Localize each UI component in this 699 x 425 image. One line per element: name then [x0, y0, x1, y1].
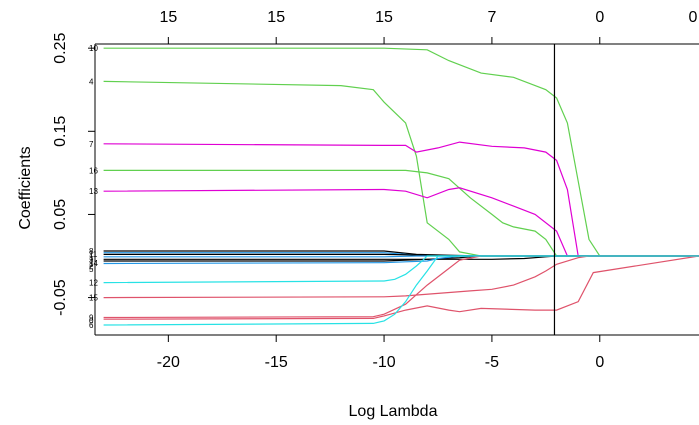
y-tick-label: -0.05 — [52, 279, 69, 316]
series-end-label-16: 16 — [89, 166, 98, 175]
series-end-label-12: 12 — [89, 279, 98, 288]
y-tick-label: 0.05 — [52, 199, 69, 230]
x-tick-label: -15 — [265, 354, 288, 371]
series-end-label-13: 13 — [89, 187, 98, 196]
x-tick-label: 0 — [595, 354, 604, 371]
y-tick-label: 0.25 — [52, 32, 69, 63]
series-end-label-3: 3 — [89, 256, 94, 265]
top-tick-label: 15 — [159, 9, 177, 26]
y-axis-title: Coefficients — [17, 146, 34, 229]
x-axis-title: Log Lambda — [349, 403, 438, 420]
axes: -20 -15 -10 -5 0 5 -0.05 0.05 0.15 0.25 15 15 15 7 0 0 — [52, 9, 698, 371]
series-end-label-1: 1 — [89, 253, 94, 262]
series-end-label-0: 0 — [89, 317, 94, 326]
series-end-label-5: 5 — [89, 265, 94, 274]
series-line-16 — [103, 169, 699, 257]
x-tick-label: -10 — [372, 354, 395, 371]
series-line-12 — [103, 255, 699, 284]
series-end-label-14: 14 — [89, 259, 98, 268]
top-tick-label: 7 — [487, 9, 496, 26]
series-line-7 — [103, 141, 699, 257]
series-end-label-15: 15 — [89, 294, 98, 303]
series-end-label-6: 6 — [89, 321, 94, 330]
series-end-label-8: 8 — [89, 247, 94, 256]
series-line-10 — [103, 47, 699, 257]
series-layer — [103, 44, 699, 335]
top-tick-label: 15 — [375, 9, 393, 26]
series-line-6 — [103, 255, 699, 326]
series-end-label-9: 9 — [89, 314, 94, 323]
series-end-label-7: 7 — [89, 140, 94, 149]
plot-frame — [94, 43, 699, 336]
series-end-label-4: 4 — [89, 77, 94, 86]
top-tick-label: 0 — [689, 9, 698, 26]
top-tick-label: 0 — [595, 9, 604, 26]
series-end-label-2: 2 — [89, 262, 94, 271]
series-line-0 — [103, 255, 699, 320]
top-tick-label: 15 — [267, 9, 285, 26]
x-tick-label: -20 — [157, 354, 180, 371]
x-tick-label: -5 — [485, 354, 499, 371]
y-tick-label: 0.15 — [52, 116, 69, 147]
series-end-label-11: 11 — [89, 250, 98, 259]
series-line-13 — [103, 187, 699, 257]
series-end-label-10: 10 — [89, 44, 98, 53]
